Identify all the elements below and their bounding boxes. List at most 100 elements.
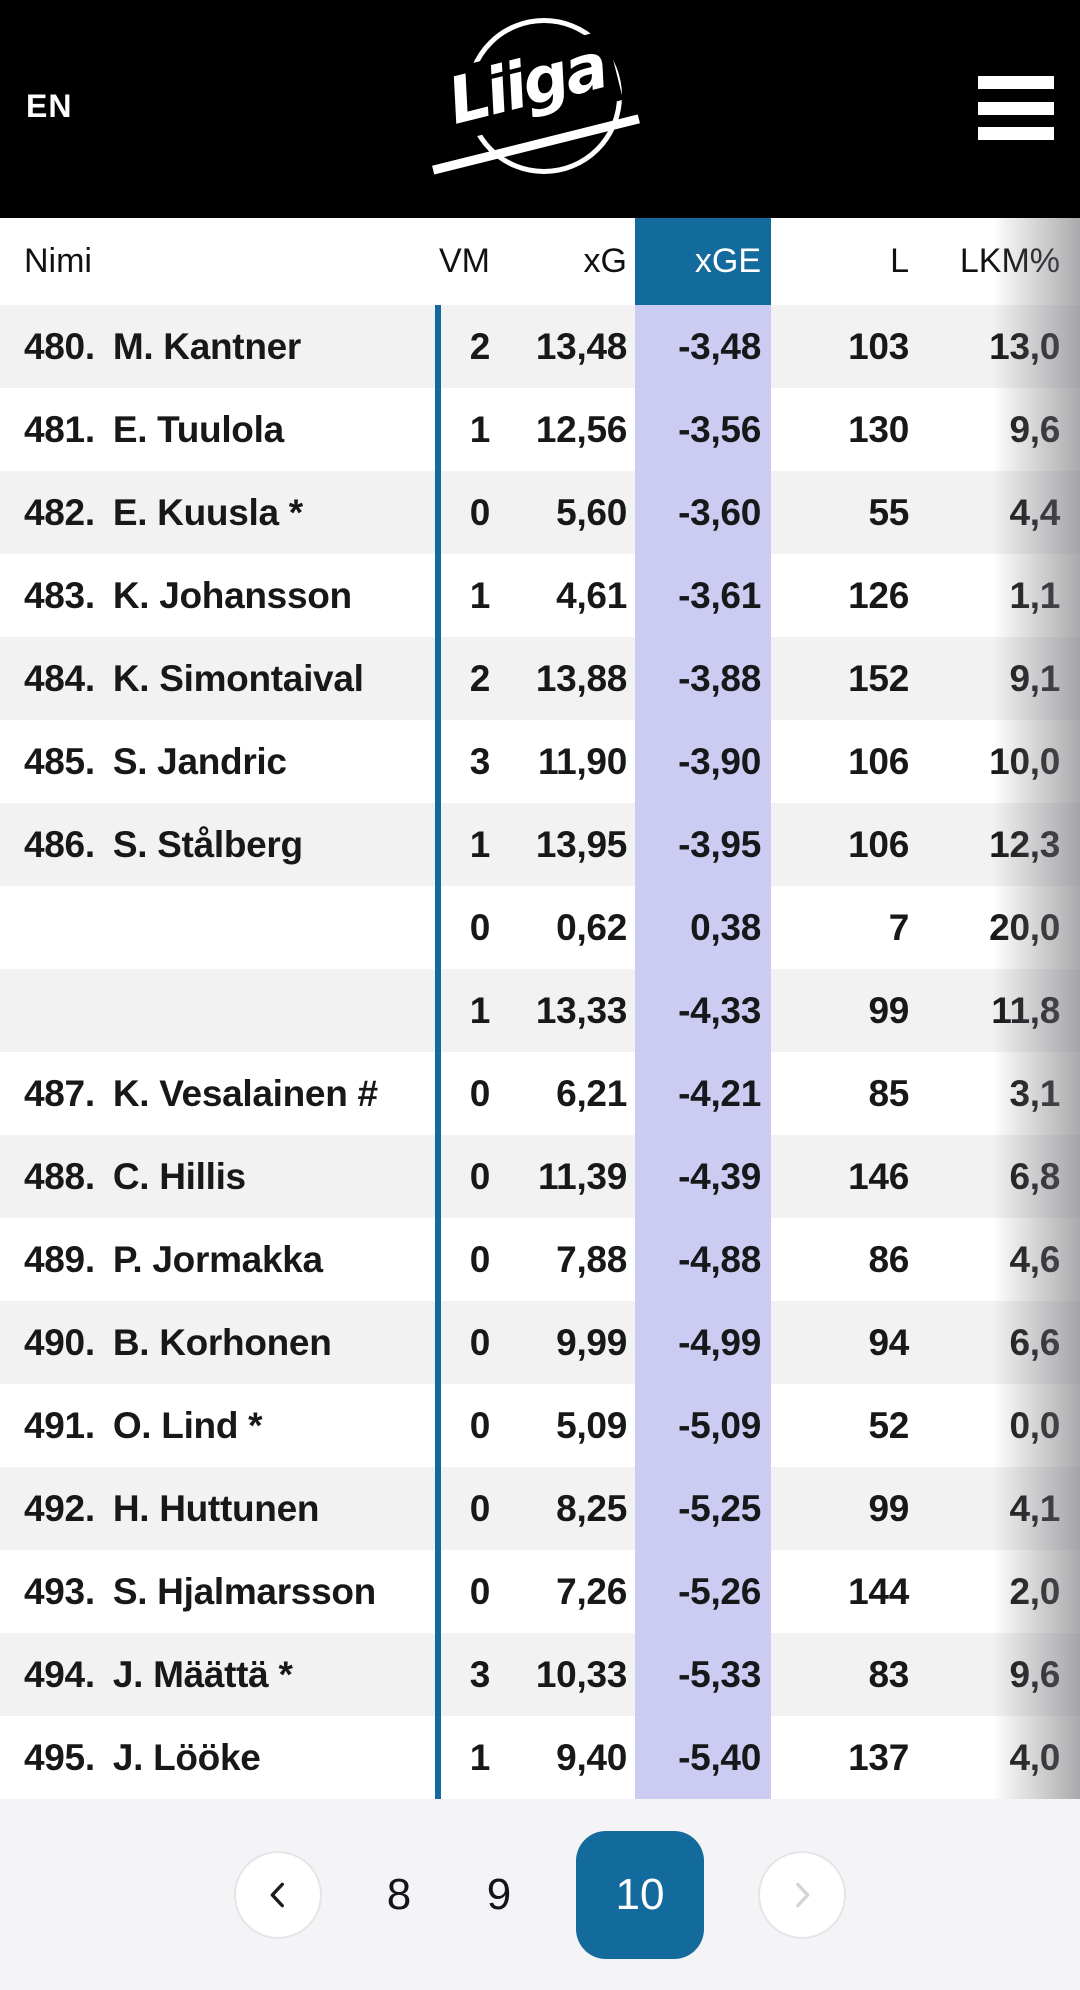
stat-xg: 13,33	[535, 989, 627, 1031]
column-header-vm[interactable]: VM	[439, 242, 490, 280]
player-name-cell: 480. M. Kantner	[0, 326, 435, 368]
table-row[interactable]: 490. B. Korhonen 0 9,99 -4,99 94 6,6	[0, 1301, 1080, 1384]
table-row[interactable]: 0 0,62 0,38 7 20,0	[0, 886, 1080, 969]
table-row[interactable]: 480. M. Kantner 2 13,48 -3,48 103 13,0	[0, 305, 1080, 388]
player-name: K. Vesalainen #	[112, 1072, 378, 1114]
table-row[interactable]: 481. E. Tuulola 1 12,56 -3,56 130 9,6	[0, 388, 1080, 471]
menu-button[interactable]	[978, 76, 1054, 140]
stat-vm: 1	[469, 408, 491, 450]
stat-xg: 4,61	[556, 574, 627, 616]
table-row[interactable]: 485. S. Jandric 3 11,90 -3,90 106 10,0	[0, 720, 1080, 803]
player-name: S. Stålberg	[112, 823, 303, 865]
stat-lkm: 6,6	[1009, 1321, 1060, 1363]
table-header: Nimi VM xG xGE L LKM%	[0, 218, 1080, 305]
table-row[interactable]: 482. E. Kuusla * 0 5,60 -3,60 55 4,4	[0, 471, 1080, 554]
rank-label: 487.	[24, 1072, 95, 1114]
liiga-logo[interactable]: Liiga	[428, 8, 652, 188]
player-name-cell: 482. E. Kuusla *	[0, 492, 435, 534]
column-header-name[interactable]: Nimi	[24, 242, 92, 280]
stat-lkm: 20,0	[989, 906, 1060, 948]
player-name: M. Kantner	[112, 325, 302, 367]
rank-label: 489.	[24, 1238, 95, 1280]
stat-xge: -3,60	[635, 471, 771, 554]
chevron-right-icon	[796, 1882, 810, 1907]
language-button[interactable]: EN	[26, 88, 73, 124]
player-name: J. Määttä *	[112, 1653, 293, 1695]
stat-l: 83	[868, 1653, 909, 1695]
player-name-cell: 494. J. Määttä *	[0, 1654, 435, 1696]
stat-xge: -3,56	[635, 388, 771, 471]
table-row[interactable]: 484. K. Simontaival 2 13,88 -3,88 152 9,1	[0, 637, 1080, 720]
stat-lkm: 6,8	[1009, 1155, 1060, 1197]
stat-lkm: 2,0	[1009, 1570, 1060, 1612]
stat-xge: -3,48	[635, 305, 771, 388]
stat-vm: 0	[469, 1238, 491, 1280]
stat-vm: 0	[469, 1155, 491, 1197]
stat-vm: 0	[469, 906, 491, 948]
stat-lkm: 12,3	[989, 823, 1060, 865]
column-header-lkm[interactable]: LKM%	[959, 242, 1060, 280]
stat-xg: 7,26	[556, 1570, 627, 1612]
next-page-button[interactable]	[758, 1850, 846, 1939]
rank-label: 483.	[24, 574, 95, 616]
table-row[interactable]: 492. H. Huttunen 0 8,25 -5,25 99 4,1	[0, 1467, 1080, 1550]
player-name-cell: 490. B. Korhonen	[0, 1322, 435, 1364]
page-button-8[interactable]: 8	[386, 1869, 412, 1919]
stat-l: 52	[868, 1404, 909, 1446]
table-row[interactable]: 488. C. Hillis 0 11,39 -4,39 146 6,8	[0, 1135, 1080, 1218]
stat-xg: 5,09	[556, 1404, 627, 1446]
table-row[interactable]: 1 13,33 -4,33 99 11,8	[0, 969, 1080, 1052]
stat-lkm: 4,4	[1009, 491, 1060, 533]
stat-xg: 11,39	[537, 1155, 627, 1197]
stat-xge: -5,09	[635, 1384, 771, 1467]
page-button-9[interactable]: 9	[486, 1869, 512, 1919]
table-row[interactable]: 489. P. Jormakka 0 7,88 -4,88 86 4,6	[0, 1218, 1080, 1301]
table-row[interactable]: 487. K. Vesalainen # 0 6,21 -4,21 85 3,1	[0, 1052, 1080, 1135]
stat-vm: 0	[469, 1570, 491, 1612]
table-row[interactable]: 483. K. Johansson 1 4,61 -3,61 126 1,1	[0, 554, 1080, 637]
rank-label: 491.	[24, 1404, 95, 1446]
player-name: C. Hillis	[112, 1155, 246, 1197]
stat-vm: 0	[469, 1487, 491, 1529]
stat-xg: 5,60	[556, 491, 627, 533]
stat-xge: -5,26	[635, 1550, 771, 1633]
player-name: S. Jandric	[112, 740, 287, 782]
rank-label: 493.	[24, 1570, 95, 1612]
stat-l: 99	[868, 1487, 909, 1529]
stat-vm: 0	[469, 491, 491, 533]
rank-label: 484.	[24, 657, 95, 699]
page-button-10[interactable]: 10	[576, 1830, 704, 1959]
stat-lkm: 13,0	[989, 325, 1060, 367]
prev-page-button[interactable]	[234, 1850, 322, 1939]
table-row[interactable]: 494. J. Määttä * 3 10,33 -5,33 83 9,6	[0, 1633, 1080, 1716]
player-name-cell: 489. P. Jormakka	[0, 1239, 435, 1281]
pinned-column-divider	[435, 305, 441, 1799]
rank-label: 488.	[24, 1155, 95, 1197]
stat-xg: 6,21	[556, 1072, 627, 1114]
stat-l: 137	[848, 1736, 909, 1778]
stat-l: 152	[848, 657, 909, 699]
rank-label: 490.	[24, 1321, 95, 1363]
stat-l: 86	[868, 1238, 909, 1280]
stat-xge: -4,21	[635, 1052, 771, 1135]
player-name-cell: 481. E. Tuulola	[0, 409, 435, 451]
table-row[interactable]: 491. O. Lind * 0 5,09 -5,09 52 0,0	[0, 1384, 1080, 1467]
stat-vm: 1	[469, 574, 491, 616]
player-name-cell: 487. K. Vesalainen #	[0, 1073, 435, 1115]
column-header-xg[interactable]: xG	[583, 242, 627, 280]
table-row[interactable]: 495. J. Lööke 1 9,40 -5,40 137 4,0	[0, 1716, 1080, 1799]
stat-vm: 3	[469, 740, 491, 782]
column-header-xge[interactable]: xGE	[635, 218, 771, 305]
stat-xg: 12,56	[535, 408, 627, 450]
table-row[interactable]: 486. S. Stålberg 1 13,95 -3,95 106 12,3	[0, 803, 1080, 886]
player-stats-table: Nimi VM xG xGE L LKM% 480. M. Kantner 2 13,48 -3,…	[0, 218, 1080, 1799]
table-row[interactable]: 493. S. Hjalmarsson 0 7,26 -5,26 144 2,0	[0, 1550, 1080, 1633]
app-header: EN Liiga	[0, 0, 1080, 218]
player-name-cell: 483. K. Johansson	[0, 575, 435, 617]
stat-xge: -3,95	[635, 803, 771, 886]
rank-label: 480.	[24, 325, 95, 367]
player-name: E. Kuusla *	[112, 491, 303, 533]
column-header-l[interactable]: L	[890, 242, 909, 280]
hamburger-icon	[978, 76, 1054, 89]
